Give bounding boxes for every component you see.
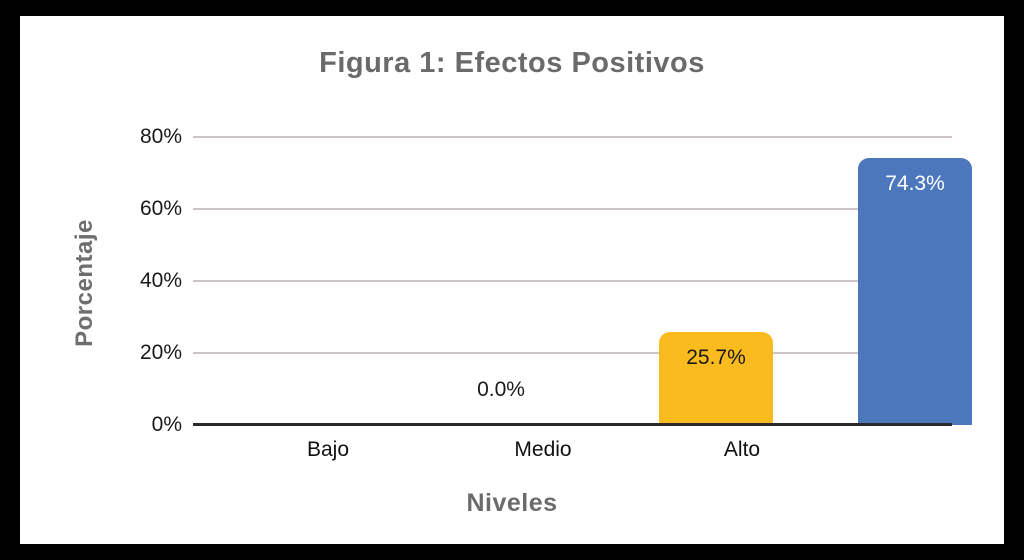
bar-value-label: 25.7%: [686, 346, 746, 370]
x-category-label: Medio: [514, 438, 572, 461]
bar-value-label: 0.0%: [477, 378, 525, 401]
x-axis-baseline: [193, 423, 952, 426]
chart-card: Figura 1: Efectos Positivos Porcentaje 0…: [20, 16, 1004, 544]
chart-title: Figura 1: Efectos Positivos: [319, 47, 705, 79]
x-category-label: Alto: [723, 438, 761, 461]
bar-value-label: 74.3%: [885, 171, 945, 195]
y-tick-label: 80%: [139, 125, 182, 148]
x-category-label: Bajo: [306, 438, 350, 461]
bar-alto: [858, 157, 972, 425]
y-tick-label: 60%: [139, 197, 182, 220]
gridline: [193, 352, 952, 354]
y-tick-label: 40%: [139, 269, 182, 292]
x-axis-title: Niveles: [466, 489, 558, 517]
y-tick-label: 0%: [151, 413, 182, 436]
gridline: [193, 208, 952, 210]
gridline: [193, 280, 952, 282]
gridline: [193, 136, 952, 138]
plot-area: 0.0% 25.7% 74.3%: [193, 136, 972, 426]
bar-medio: [659, 332, 773, 425]
y-tick-label: 20%: [139, 341, 182, 364]
